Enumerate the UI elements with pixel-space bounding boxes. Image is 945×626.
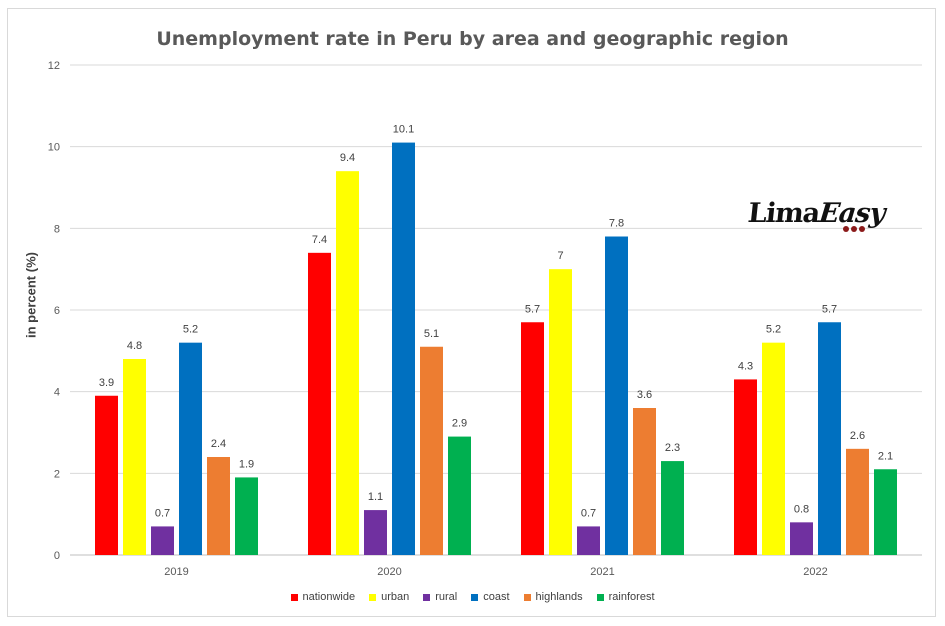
- bar-coast-2020: [392, 142, 415, 556]
- data-label: 2.6: [850, 430, 865, 442]
- bar-rural-2020: [364, 510, 387, 555]
- legend: nationwide urban rural coast highlands rainfo…: [0, 591, 945, 603]
- bar-rural-2019: [151, 526, 174, 555]
- bar-nationwide-2022: [734, 379, 757, 555]
- legend-item-urban: urban: [369, 591, 409, 603]
- legend-swatch: [290, 593, 298, 601]
- bar-nationwide-2021: [521, 322, 544, 555]
- legend-label: coast: [483, 591, 510, 603]
- bar-highlands-2022: [846, 448, 869, 555]
- y-tick-label: 10: [48, 142, 60, 154]
- data-label: 10.1: [393, 124, 414, 136]
- data-label: 0.8: [794, 503, 809, 515]
- chart-title: Unemployment rate in Peru by area and ge…: [156, 28, 789, 50]
- data-label: 3.9: [99, 377, 114, 389]
- data-label: 9.4: [340, 152, 355, 164]
- data-label: 1.1: [368, 491, 383, 503]
- bar-urban-2021: [549, 269, 572, 555]
- legend-label: nationwide: [302, 591, 356, 603]
- legend-item-nationwide: nationwide: [290, 591, 356, 603]
- data-label: 2.9: [452, 418, 467, 430]
- y-tick-label: 8: [54, 223, 60, 235]
- data-label: 5.2: [766, 324, 781, 336]
- y-tick-label: 0: [54, 550, 60, 562]
- data-label: 2.3: [665, 442, 680, 454]
- legend-label: urban: [381, 591, 410, 603]
- bar-urban-2022: [762, 342, 785, 555]
- data-label: 5.7: [525, 303, 540, 315]
- data-label: 0.7: [581, 507, 596, 519]
- data-label: 7.4: [312, 234, 327, 246]
- x-tick-label: 2022: [803, 566, 827, 578]
- bar-rainforest-2019: [235, 477, 258, 555]
- data-label: 4.3: [738, 360, 753, 372]
- legend-swatch: [369, 593, 377, 601]
- data-label: 5.2: [183, 324, 198, 336]
- y-tick-label: 4: [54, 387, 60, 399]
- bar-highlands-2019: [207, 457, 230, 555]
- y-tick-label: 12: [48, 60, 60, 72]
- bar-rural-2022: [790, 522, 813, 555]
- y-tick-label: 2: [54, 468, 60, 480]
- bar-urban-2020: [336, 171, 359, 555]
- bar-urban-2019: [123, 359, 146, 555]
- data-label: 3.6: [637, 389, 652, 401]
- data-label: 1.9: [239, 458, 254, 470]
- legend-item-coast: coast: [471, 591, 510, 603]
- data-label: 2.1: [878, 450, 893, 462]
- legend-item-highlands: highlands: [523, 591, 583, 603]
- bar-rainforest-2020: [448, 436, 471, 555]
- logo-dots: [843, 226, 865, 232]
- limaeasy-logo: LimaEasy: [746, 198, 886, 229]
- legend-swatch: [523, 593, 531, 601]
- legend-swatch: [596, 593, 604, 601]
- x-tick-label: 2019: [164, 566, 188, 578]
- legend-item-rainforest: rainforest: [596, 591, 655, 603]
- bar-rural-2021: [577, 526, 600, 555]
- x-tick-label: 2020: [377, 566, 401, 578]
- data-label: 4.8: [127, 340, 142, 352]
- x-tick-label: 2021: [590, 566, 614, 578]
- y-tick-label: 6: [54, 305, 60, 317]
- bar-highlands-2020: [420, 346, 443, 555]
- bar-coast-2019: [179, 342, 202, 555]
- data-label: 5.7: [822, 303, 837, 315]
- data-label: 7: [557, 250, 563, 262]
- bar-rainforest-2021: [661, 461, 684, 555]
- data-label: 5.1: [424, 328, 439, 340]
- bar-coast-2021: [605, 236, 628, 555]
- bar-nationwide-2020: [308, 252, 331, 556]
- legend-swatch: [471, 593, 479, 601]
- legend-item-rural: rural: [423, 591, 457, 603]
- legend-label: rural: [435, 591, 458, 603]
- legend-swatch: [423, 593, 431, 601]
- bar-coast-2022: [818, 322, 841, 555]
- data-label: 2.4: [211, 438, 226, 450]
- bar-nationwide-2019: [95, 395, 118, 555]
- data-label: 7.8: [609, 218, 624, 230]
- legend-label: highlands: [535, 591, 583, 603]
- data-label: 0.7: [155, 507, 170, 519]
- legend-label: rainforest: [608, 591, 655, 603]
- bar-rainforest-2022: [874, 469, 897, 555]
- bar-highlands-2021: [633, 408, 656, 555]
